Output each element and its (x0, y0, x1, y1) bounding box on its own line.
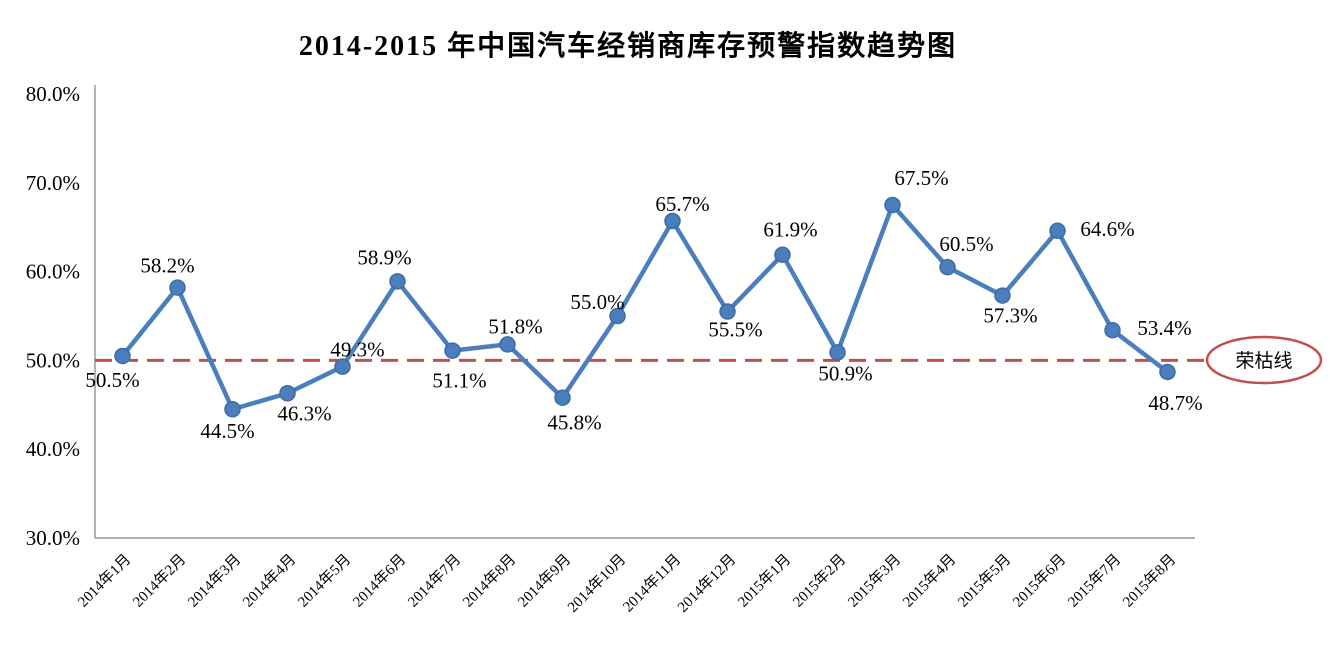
x-tick-label: 2014年12月 (674, 551, 739, 616)
x-tick-label: 2014年11月 (620, 551, 685, 616)
x-tick-label: 2014年3月 (185, 551, 245, 611)
y-tick-label: 50.0% (26, 348, 80, 372)
y-tick-label: 60.0% (26, 260, 80, 284)
data-point-label: 53.4% (1137, 316, 1191, 340)
data-point-marker (1049, 222, 1066, 240)
trend-line (120, 202, 1170, 412)
data-point-label: 44.5% (200, 419, 254, 443)
data-point-marker (609, 307, 626, 325)
data-point-marker (279, 385, 296, 402)
data-point-marker (169, 279, 186, 296)
data-point-marker (389, 273, 406, 290)
data-point-marker (499, 336, 516, 353)
data-point-label: 49.3% (330, 338, 384, 362)
data-point-marker (774, 246, 791, 263)
x-tick-label: 2014年1月 (75, 551, 135, 611)
data-point-marker (719, 303, 736, 320)
y-tick-label: 80.0% (26, 82, 80, 106)
y-tick-label: 30.0% (26, 526, 80, 550)
x-tick-label: 2015年5月 (955, 551, 1015, 611)
x-tick-label: 2015年4月 (900, 551, 960, 611)
y-tick-label: 40.0% (26, 437, 80, 461)
x-tick-label: 2015年3月 (845, 551, 905, 611)
data-point-marker (1159, 363, 1176, 381)
annotation-ellipse (1205, 335, 1323, 385)
data-point-label: 57.3% (983, 304, 1037, 328)
data-point-marker (994, 287, 1011, 304)
data-point-label: 48.7% (1148, 391, 1202, 415)
data-point-label: 55.0% (570, 290, 624, 314)
data-point-label: 58.2% (140, 254, 194, 278)
x-tick-label: 2014年10月 (564, 551, 629, 616)
data-point-label: 51.8% (488, 314, 542, 338)
data-point-label: 55.5% (708, 318, 762, 342)
x-tick-label: 2014年4月 (240, 551, 300, 611)
data-point-marker (884, 196, 901, 214)
data-point-label: 58.9% (357, 245, 411, 269)
x-tick-label: 2014年6月 (350, 551, 410, 611)
data-point-marker (444, 342, 461, 359)
data-point-marker (554, 389, 571, 406)
x-tick-label: 2014年7月 (405, 551, 465, 611)
chart-title: 2014-2015 年中国汽车经销商库存预警指数趋势图 (298, 31, 958, 62)
data-point-marker (939, 258, 956, 276)
data-point-marker (829, 344, 846, 361)
x-tick-label: 2015年8月 (1120, 551, 1180, 611)
data-point-label: 50.5% (85, 368, 139, 392)
annotation-label: 荣枯线 (1235, 350, 1292, 372)
data-point-label: 65.7% (655, 192, 709, 216)
x-tick-label: 2014年2月 (130, 551, 190, 611)
x-tick-label: 2014年9月 (515, 551, 575, 611)
data-point-label: 64.6% (1080, 217, 1134, 241)
data-point-marker (664, 212, 681, 230)
data-point-label: 51.1% (432, 369, 486, 393)
x-tick-label: 2015年2月 (790, 551, 850, 611)
x-tick-label: 2014年8月 (460, 551, 520, 611)
data-point-marker (114, 347, 131, 365)
x-tick-label: 2014年5月 (295, 551, 355, 611)
data-point-label: 45.8% (547, 411, 601, 435)
data-point-label: 60.5% (939, 232, 993, 256)
data-point-marker (224, 400, 241, 418)
x-tick-label: 2015年6月 (1010, 551, 1070, 611)
y-tick-label: 70.0% (26, 171, 80, 195)
data-point-marker (334, 358, 351, 375)
data-point-label: 67.5% (894, 166, 948, 190)
data-point-label: 46.3% (277, 401, 331, 425)
x-tick-label: 2015年7月 (1065, 551, 1125, 611)
x-tick-label: 2015年1月 (735, 551, 795, 611)
data-point-label: 50.9% (818, 361, 872, 385)
data-point-marker (1104, 321, 1121, 339)
data-point-label: 61.9% (763, 218, 817, 242)
